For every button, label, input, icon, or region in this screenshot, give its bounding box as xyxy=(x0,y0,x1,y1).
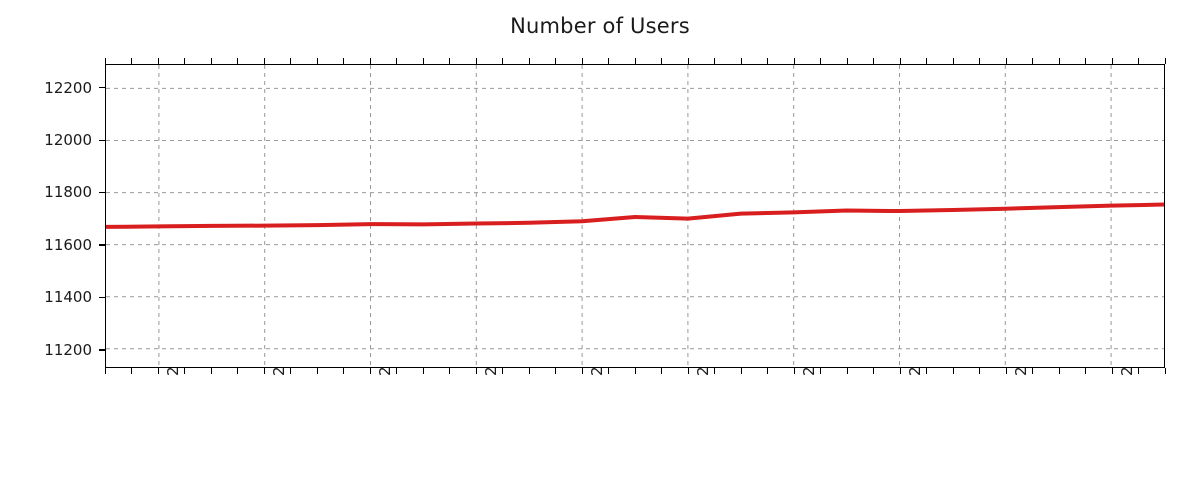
x-axis-tick-mark-top xyxy=(1058,58,1060,64)
x-axis-tick-mark-top xyxy=(104,58,106,64)
x-axis-tick-mark-top xyxy=(131,58,133,64)
x-axis-tick-mark-top xyxy=(210,58,212,64)
x-axis-tick-mark-top xyxy=(661,58,663,64)
x-axis-tick-mark xyxy=(1058,368,1060,374)
y-axis-tick-label: 11200 xyxy=(44,340,92,359)
x-axis-tick-mark xyxy=(1085,368,1087,374)
x-axis-tick-mark-top xyxy=(263,58,265,64)
x-axis-tick-mark-top xyxy=(422,58,424,64)
x-axis-tick-mark-top xyxy=(396,58,398,64)
x-axis-tick-mark xyxy=(396,368,398,374)
x-axis-tick-mark xyxy=(475,368,477,374)
x-axis-tick-mark xyxy=(263,368,265,374)
y-axis-tick-mark xyxy=(99,349,105,351)
y-axis-tick-label: 11400 xyxy=(44,288,92,307)
grid-lines xyxy=(106,65,1164,367)
x-axis-tick-mark-top xyxy=(369,58,371,64)
x-axis-tick-mark xyxy=(581,368,583,374)
x-axis-tick-mark xyxy=(184,368,186,374)
y-axis-tick-label: 11600 xyxy=(44,235,92,254)
x-axis-tick-mark xyxy=(316,368,318,374)
x-axis-tick-mark-top xyxy=(767,58,769,64)
x-axis-tick-mark-top xyxy=(528,58,530,64)
x-axis-tick-mark-top xyxy=(1111,58,1113,64)
x-axis-tick-mark-top xyxy=(237,58,239,64)
x-axis-tick-mark xyxy=(952,368,954,374)
x-axis-tick-mark-top xyxy=(846,58,848,64)
x-axis-tick-mark xyxy=(1164,368,1166,374)
x-axis-tick-mark xyxy=(1032,368,1034,374)
y-axis-tick-mark xyxy=(99,296,105,299)
y-axis-tick-label: 12200 xyxy=(44,78,92,97)
y-axis-tick-label: 12000 xyxy=(44,131,92,149)
x-axis-tick-mark xyxy=(1005,368,1007,374)
x-axis-tick-mark xyxy=(873,368,875,374)
x-axis-tick-mark xyxy=(1138,368,1140,374)
x-axis-tick-mark xyxy=(528,368,530,374)
x-axis-tick-mark xyxy=(846,368,848,374)
x-axis-tick-mark xyxy=(793,368,795,374)
x-axis-tick-mark-top xyxy=(820,58,822,64)
x-axis-tick-mark xyxy=(131,368,133,374)
x-axis-tick-mark xyxy=(555,368,557,374)
x-axis-tick-mark-top xyxy=(1164,58,1166,64)
x-axis-tick-mark xyxy=(767,368,769,374)
y-axis-tick-mark xyxy=(99,191,105,194)
x-axis-tick-mark-top xyxy=(952,58,954,64)
x-axis-tick-mark xyxy=(237,368,239,374)
x-axis-tick-mark xyxy=(104,368,106,374)
y-axis-tick-mark xyxy=(99,139,105,141)
y-axis-tick-mark xyxy=(99,244,105,246)
x-axis-tick-mark xyxy=(422,368,424,374)
x-axis-tick-mark xyxy=(687,368,689,374)
x-axis-tick-mark xyxy=(661,368,663,374)
x-axis-tick-mark-top xyxy=(979,58,981,64)
x-axis-tick-mark xyxy=(608,368,610,374)
x-axis-tick-mark xyxy=(210,368,212,374)
x-axis-tick-mark xyxy=(714,368,716,374)
x-axis-tick-mark xyxy=(502,368,504,374)
x-axis-tick-mark-top xyxy=(926,58,928,64)
x-axis-tick-mark-top xyxy=(184,58,186,64)
x-axis-tick-mark-top xyxy=(581,58,583,64)
x-axis-tick-mark-top xyxy=(714,58,716,64)
x-axis-tick-mark-top xyxy=(343,58,345,64)
x-axis-tick-mark xyxy=(899,368,901,374)
x-axis-tick-mark xyxy=(926,368,928,374)
y-axis-tick-mark xyxy=(99,87,105,89)
x-axis-tick-mark-top xyxy=(502,58,504,64)
x-axis-tick-mark xyxy=(1111,368,1113,374)
chart-title: Number of Users xyxy=(510,14,690,38)
x-axis-tick-mark xyxy=(290,368,292,374)
plot-area xyxy=(105,64,1165,368)
x-axis-tick-mark-top xyxy=(1032,58,1034,64)
x-axis-tick-mark xyxy=(157,368,159,374)
x-axis-tick-mark-top xyxy=(316,58,318,64)
x-axis-tick-mark xyxy=(343,368,345,374)
x-axis-tick-mark-top xyxy=(687,58,689,64)
x-axis-tick-mark-top xyxy=(1005,58,1007,64)
x-axis-tick-mark-top xyxy=(740,58,742,64)
x-axis-tick-mark xyxy=(449,368,451,374)
x-axis-tick-mark-top xyxy=(157,58,159,64)
x-axis-tick-mark-top xyxy=(290,58,292,64)
x-axis-tick-mark xyxy=(979,368,981,374)
x-axis-tick-mark xyxy=(634,368,636,374)
x-axis-tick-mark-top xyxy=(555,58,557,64)
x-axis-tick-mark-top xyxy=(1085,58,1087,64)
x-axis-tick-mark-top xyxy=(475,58,477,64)
x-axis-tick-mark-top xyxy=(793,58,795,64)
y-axis-tick-label: 11800 xyxy=(44,183,92,202)
series-line-number-of-users xyxy=(106,65,1164,367)
x-axis-tick-mark xyxy=(740,368,742,374)
x-axis-tick-mark-top xyxy=(1138,58,1140,64)
x-axis-tick-mark xyxy=(820,368,822,374)
x-axis-tick-mark xyxy=(369,368,371,374)
x-axis-tick-mark-top xyxy=(634,58,636,64)
x-axis-tick-mark-top xyxy=(608,58,610,64)
x-axis-tick-mark-top xyxy=(899,58,901,64)
x-axis-tick-mark-top xyxy=(873,58,875,64)
x-axis-tick-mark-top xyxy=(449,58,451,64)
